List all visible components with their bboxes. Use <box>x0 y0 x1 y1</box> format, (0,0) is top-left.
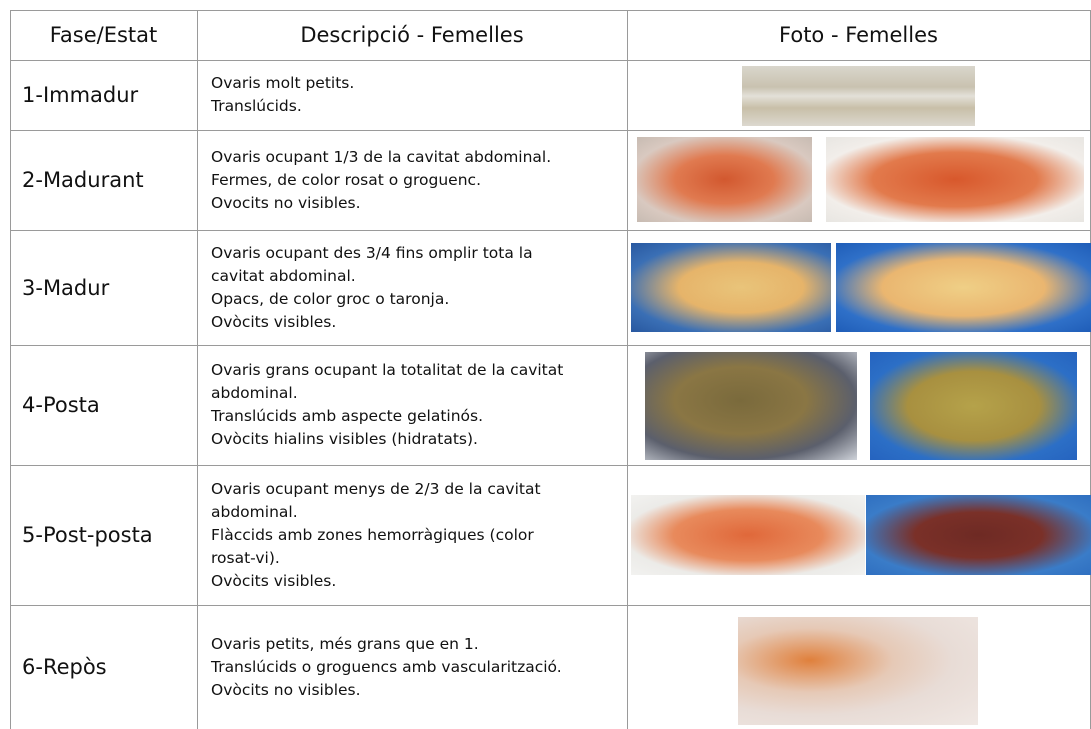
photo <box>645 352 857 460</box>
border <box>10 10 11 729</box>
description-cell: Ovaris molt petits. Translúcids. <box>211 60 354 130</box>
photo <box>866 495 1091 575</box>
border <box>10 130 1091 131</box>
description-line: abdominal. <box>211 384 298 402</box>
description-line: Opacs, de color groc o taronja. <box>211 289 450 308</box>
header-cell: Fase/Estat <box>49 23 158 47</box>
description-line: Ovaris ocupant menys de 2/3 de la cavita… <box>211 479 541 498</box>
description-cell: Ovaris ocupant des 3/4 fins omplir tota … <box>211 230 533 345</box>
photo <box>742 66 975 126</box>
phase-cell: 1-Immadur <box>22 83 139 107</box>
description-line: Ovòcits hialins visibles (hidratats). <box>211 430 478 448</box>
description-line: Ovaris grans ocupant la totalitat de la … <box>211 361 564 379</box>
description-line: Ovocits no visibles. <box>211 193 361 212</box>
header-cell: Foto - Femelles <box>779 23 938 47</box>
description-cell: Ovaris ocupant menys de 2/3 de la cavita… <box>211 465 541 605</box>
description-line: Ovòcits no visibles. <box>211 680 361 699</box>
header-cell: Descripció - Femelles <box>300 23 524 47</box>
phase-cell: 5-Post-posta <box>22 523 153 547</box>
description-line: Translúcids. <box>211 97 302 115</box>
description-line: Ovòcits visibles. <box>211 571 337 590</box>
border <box>10 60 1091 61</box>
description-line: Ovaris ocupant 1/3 de la cavitat abdomin… <box>211 147 552 166</box>
description-line: Flàccids amb zones hemorràgiques (color <box>211 525 534 544</box>
description-line: Fermes, de color rosat o groguenc. <box>211 170 481 189</box>
description-line: Ovaris petits, més grans que en 1. <box>211 634 479 653</box>
border <box>10 10 1091 11</box>
photo <box>870 352 1077 460</box>
border <box>627 10 628 729</box>
border <box>10 230 1091 231</box>
description-cell: Ovaris ocupant 1/3 de la cavitat abdomin… <box>211 130 551 230</box>
photo <box>631 495 865 575</box>
description-cell: Ovaris grans ocupant la totalitat de la … <box>211 345 563 465</box>
photo <box>826 137 1084 222</box>
phase-cell: 2-Madurant <box>22 168 144 192</box>
description-line: Translúcids amb aspecte gelatinós. <box>211 407 484 425</box>
phase-cell: 3-Madur <box>22 275 110 300</box>
description-line: cavitat abdominal. <box>211 266 356 285</box>
phase-cell: 6-Repòs <box>22 655 107 679</box>
border <box>10 345 1091 346</box>
border <box>10 465 1091 466</box>
phase-cell: 4-Posta <box>22 393 100 417</box>
description-line: Ovaris molt petits. <box>211 74 355 92</box>
photo <box>836 243 1091 332</box>
description-line: abdominal. <box>211 502 298 521</box>
description-line: Translúcids o groguencs amb vascularitza… <box>211 657 562 676</box>
border <box>10 605 1091 606</box>
description-cell: Ovaris petits, més grans que en 1. Transl… <box>211 605 562 729</box>
photo <box>631 243 831 332</box>
photo <box>637 137 812 222</box>
description-line: Ovòcits visibles. <box>211 312 337 331</box>
description-line: rosat-vi). <box>211 548 280 567</box>
description-line: Ovaris ocupant des 3/4 fins omplir tota … <box>211 243 533 262</box>
border <box>197 10 198 729</box>
photo <box>738 617 978 725</box>
